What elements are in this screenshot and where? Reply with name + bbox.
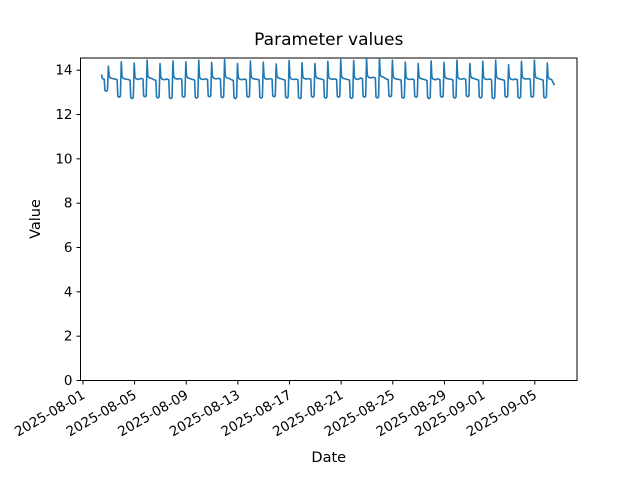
y-tick-label: 0 [64, 373, 73, 389]
y-tick-label: 10 [55, 151, 72, 167]
x-axis-ticks: 2025-08-012025-08-052025-08-092025-08-13… [12, 380, 540, 440]
chart-title: Parameter values [254, 30, 403, 50]
x-axis-label: Date [311, 450, 346, 466]
y-tick-label: 14 [55, 63, 72, 79]
y-axis-label: Value [28, 199, 44, 239]
y-tick-label: 6 [64, 240, 73, 256]
data-line [100, 57, 555, 100]
plot-area-border [80, 57, 578, 381]
y-tick-label: 2 [64, 329, 73, 345]
y-tick-label: 8 [64, 196, 73, 212]
y-tick-label: 4 [64, 284, 73, 300]
data-series [100, 57, 555, 100]
y-tick-label: 12 [55, 107, 72, 123]
y-axis-ticks: 0 2 4 6 8 10 12 14 [55, 63, 81, 389]
